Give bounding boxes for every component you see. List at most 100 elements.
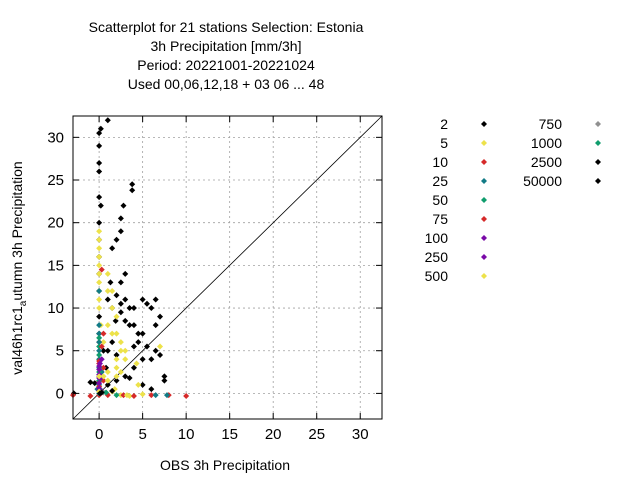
x-tick-label: 20 — [265, 426, 282, 443]
data-point — [100, 339, 107, 346]
legend-label: 50 — [432, 192, 448, 208]
data-point — [104, 287, 111, 294]
legend-marker — [481, 121, 487, 127]
data-point — [133, 360, 140, 367]
data-point — [96, 390, 103, 397]
legend-marker — [481, 197, 487, 203]
data-point — [117, 339, 124, 346]
data-point — [98, 343, 105, 350]
data-point — [117, 347, 124, 354]
chart-title-line-4: Used 00,06,12,18 + 03 06 ... 48 — [128, 76, 325, 92]
data-point — [87, 379, 94, 386]
data-point — [117, 215, 124, 222]
data-point — [96, 305, 103, 312]
data-point — [122, 270, 129, 277]
data-point — [126, 322, 133, 329]
data-point — [130, 392, 137, 399]
legend-marker — [481, 273, 487, 279]
data-point — [135, 339, 142, 346]
x-tick-label: 10 — [178, 426, 195, 443]
x-tick-label: 30 — [352, 426, 369, 443]
data-point — [109, 339, 116, 346]
data-point — [96, 168, 103, 175]
data-point — [100, 373, 107, 380]
data-point — [109, 305, 116, 312]
data-point — [96, 313, 103, 320]
data-point — [130, 322, 137, 329]
y-tick-label: 0 — [56, 385, 64, 402]
legend-label: 1000 — [531, 135, 562, 151]
data-point — [96, 228, 103, 235]
data-point — [100, 364, 107, 371]
data-point — [113, 330, 120, 337]
data-point — [148, 392, 155, 399]
data-point — [135, 381, 142, 388]
legend-marker — [595, 121, 601, 127]
x-tick-label: 0 — [95, 426, 103, 443]
data-point — [135, 330, 142, 337]
legend-marker — [481, 254, 487, 260]
data-point — [100, 347, 107, 354]
data-point — [103, 389, 110, 396]
data-point — [96, 287, 103, 294]
x-axis-ticks: 0 5 10 15 20 25 30 — [95, 116, 369, 443]
data-point — [129, 181, 136, 188]
data-point — [148, 356, 155, 363]
data-point — [117, 228, 124, 235]
data-point — [96, 360, 103, 367]
data-point — [96, 262, 103, 269]
legend-marker — [595, 159, 601, 165]
data-point — [122, 317, 129, 324]
data-point — [96, 339, 103, 346]
data-point — [91, 380, 98, 387]
y-tick-label: 5 — [56, 343, 64, 360]
y-axis-label-subscript: a — [18, 300, 29, 306]
legend-marker — [595, 178, 601, 184]
data-point — [130, 343, 137, 350]
data-point — [152, 322, 159, 329]
legend-label: 75 — [432, 211, 448, 227]
data-point — [107, 279, 114, 286]
data-point — [123, 392, 130, 399]
data-point — [157, 343, 164, 350]
data-point — [104, 347, 111, 354]
data-point — [126, 375, 133, 382]
data-point — [104, 296, 111, 303]
data-point — [96, 296, 103, 303]
data-point — [96, 351, 103, 358]
y-tick-label: 25 — [47, 172, 64, 189]
data-point — [96, 380, 103, 387]
x-axis-label: OBS 3h Precipitation — [160, 457, 290, 473]
data-point — [96, 219, 103, 226]
data-point — [139, 391, 146, 398]
legend-label: 10 — [432, 154, 448, 170]
y-tick-label: 30 — [47, 129, 64, 146]
data-point — [161, 377, 168, 384]
data-point — [152, 392, 159, 399]
data-point — [87, 392, 94, 399]
diagonal-reference-line — [72, 115, 383, 420]
y-axis-label: val46h1rc1autumn 3h Precipitation — [9, 161, 29, 374]
data-point — [148, 305, 155, 312]
data-point — [113, 236, 120, 243]
data-point — [109, 287, 116, 294]
legend-label: 5 — [440, 135, 448, 151]
data-point — [109, 245, 116, 252]
legend-marker — [481, 159, 487, 165]
data-point — [104, 381, 111, 388]
data-point — [113, 292, 120, 299]
data-point — [100, 330, 107, 337]
data-point — [157, 351, 164, 358]
data-point — [104, 369, 111, 376]
legend-marker — [481, 216, 487, 222]
data-point — [96, 159, 103, 166]
legend-label: 500 — [425, 268, 449, 284]
plot-frame — [72, 115, 383, 420]
data-point — [96, 142, 103, 149]
data-point — [139, 356, 146, 363]
data-point — [122, 347, 129, 354]
data-point — [112, 317, 119, 324]
data-point — [109, 387, 116, 394]
data-point — [98, 356, 105, 363]
